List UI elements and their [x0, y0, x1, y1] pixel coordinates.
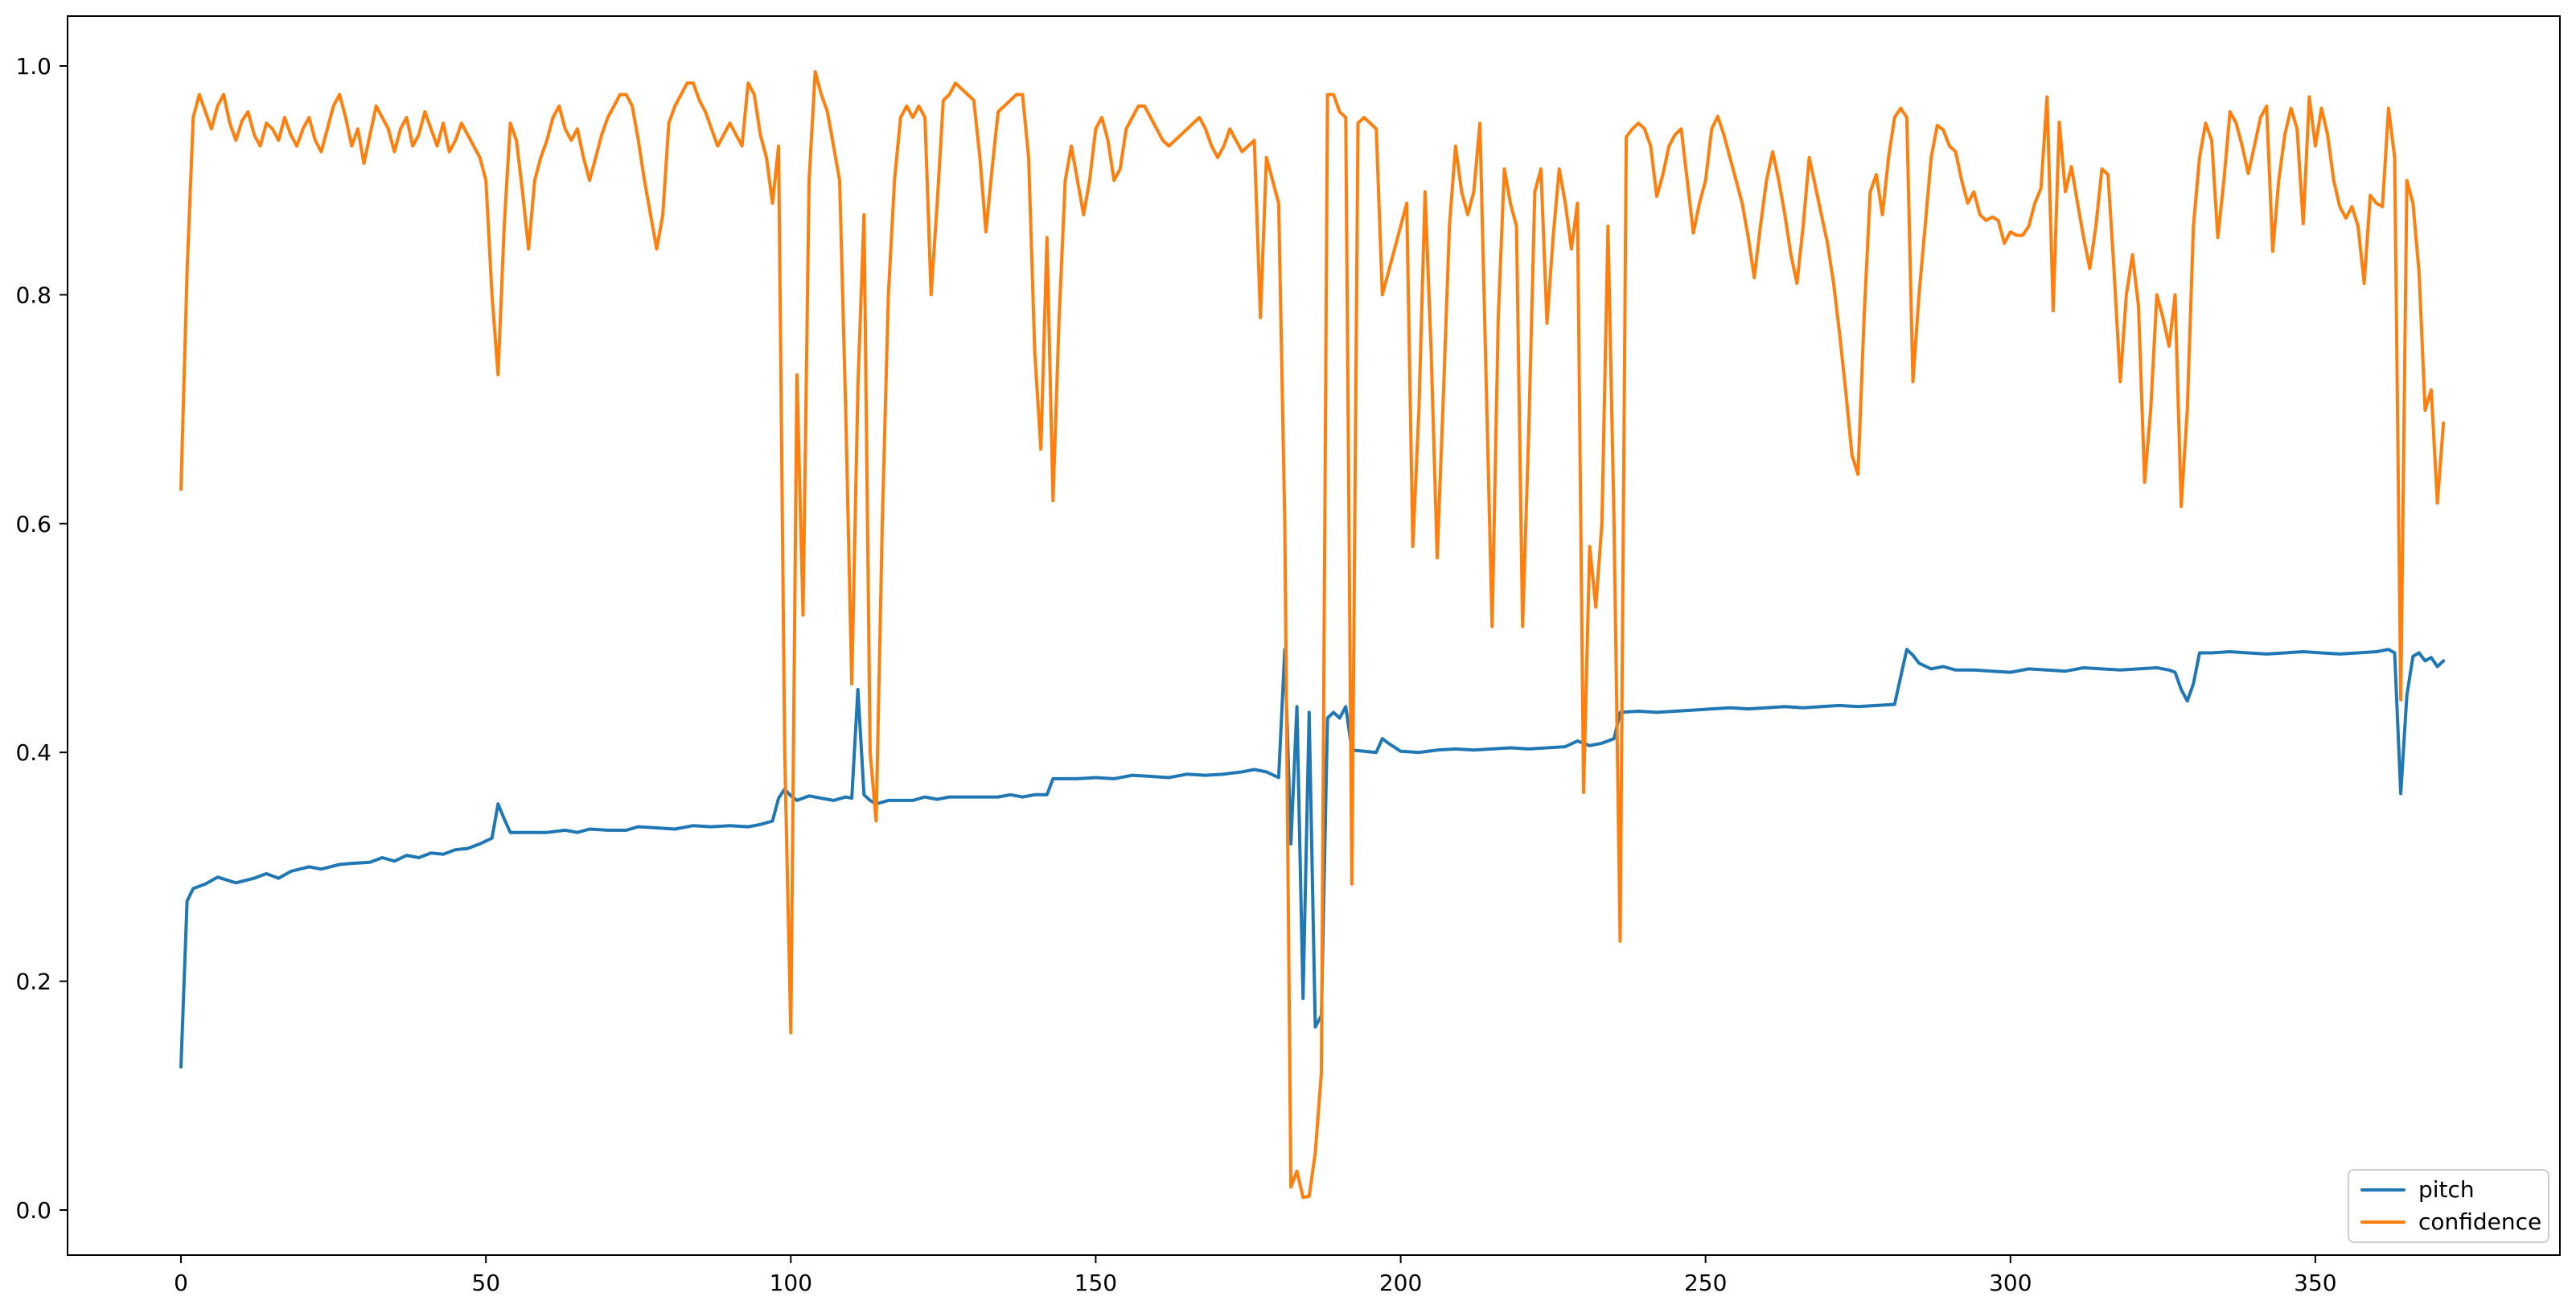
legend-label-pitch: pitch — [2418, 1176, 2475, 1203]
x-tick-label: 250 — [1684, 1270, 1727, 1296]
y-tick-label: 0.2 — [15, 969, 51, 995]
legend-item-pitch: pitch — [2360, 1177, 2537, 1203]
y-tick-label: 0.8 — [15, 282, 51, 308]
x-tick-label: 300 — [1989, 1270, 2032, 1296]
confidence-line — [179, 70, 2446, 1200]
y-tick-label: 1.0 — [15, 53, 51, 80]
confidence-line-swatch — [2360, 1220, 2405, 1224]
y-tick-label: 0.6 — [15, 511, 51, 537]
y-tick-label: 0.0 — [15, 1197, 51, 1224]
x-tick-label: 50 — [471, 1270, 500, 1296]
pitch-line-swatch — [2360, 1188, 2405, 1192]
x-tick-label: 150 — [1074, 1270, 1117, 1296]
x-tick-label: 100 — [770, 1270, 812, 1296]
series-layer — [179, 70, 2446, 1200]
y-tick-label: 0.4 — [15, 739, 51, 766]
pitch-line — [179, 648, 2446, 1069]
x-tick-label: 350 — [2294, 1270, 2336, 1296]
x-tick-label: 200 — [1379, 1270, 1422, 1296]
legend: pitch confidence — [2348, 1169, 2549, 1243]
plot-frame — [67, 15, 2561, 1256]
ticks-layer: 0 50 100 150 200 250 300 350 0.0 0.2 0.4 0.6 0.8 1.0 — [15, 53, 2336, 1296]
legend-label-confidence: confidence — [2418, 1208, 2542, 1235]
x-tick-label: 0 — [174, 1270, 188, 1296]
legend-item-confidence: confidence — [2360, 1209, 2541, 1235]
